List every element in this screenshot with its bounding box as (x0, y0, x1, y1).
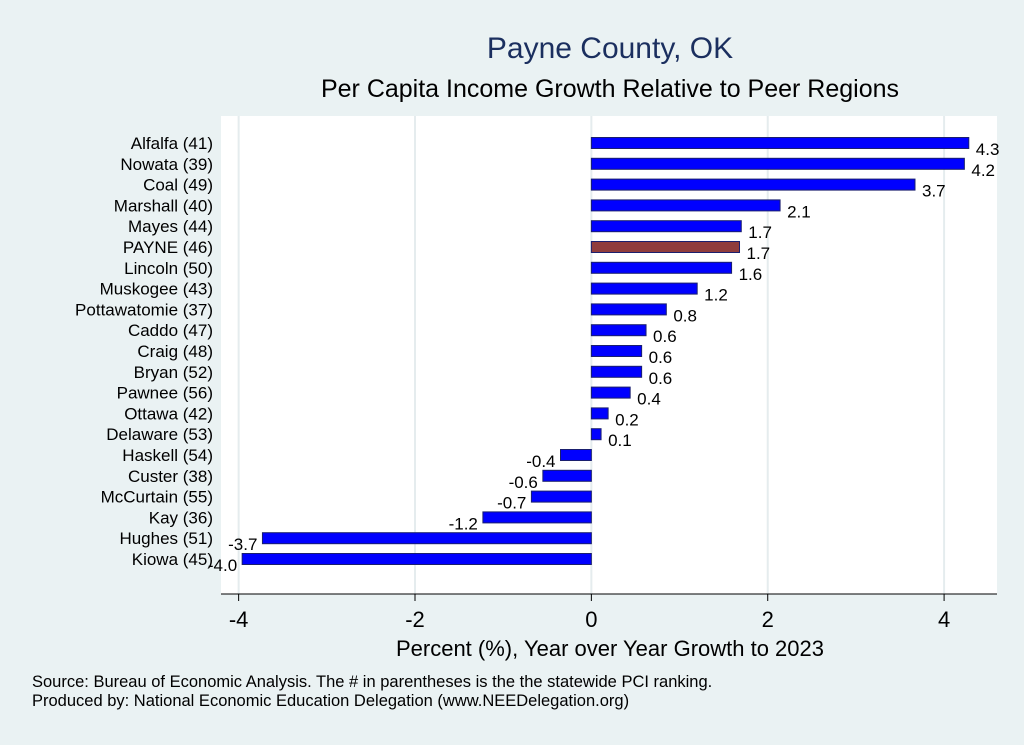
bar (590, 303, 667, 316)
value-label: 1.6 (739, 265, 763, 284)
category-label: Haskell (54) (122, 446, 213, 465)
bar (590, 386, 631, 399)
bar (590, 407, 609, 420)
value-labels: 4.34.23.72.11.71.71.61.20.80.60.60.60.40… (208, 140, 1000, 575)
bar (590, 178, 916, 191)
category-label: Lincoln (50) (124, 259, 213, 278)
category-label: Custer (38) (128, 467, 213, 486)
value-label: 1.2 (704, 286, 728, 305)
category-label: Ottawa (42) (124, 404, 213, 423)
bar (530, 490, 592, 503)
bar (590, 137, 970, 149)
value-label: 0.6 (649, 369, 673, 388)
producer-note: Produced by: National Economic Education… (32, 692, 630, 710)
chart-subtitle: Per Capita Income Growth Relative to Pee… (321, 75, 899, 103)
category-label: Delaware (53) (106, 425, 213, 444)
bar (590, 282, 698, 295)
bar (482, 511, 592, 524)
category-label: McCurtain (55) (101, 488, 213, 507)
value-label: 4.3 (976, 140, 1000, 159)
category-label: Mayes (44) (128, 217, 213, 236)
category-label: Kay (36) (149, 508, 213, 527)
bar (590, 345, 643, 357)
bar (590, 365, 643, 378)
bar (560, 449, 592, 461)
x-tick-label: 2 (762, 607, 774, 632)
chart-title: Payne County, OK (487, 32, 733, 65)
value-label: 1.7 (747, 244, 771, 263)
x-tick-label: -4 (229, 607, 249, 632)
value-label: -0.6 (509, 473, 538, 492)
bar (590, 241, 741, 253)
value-label: -1.2 (449, 514, 478, 533)
category-label: Bryan (52) (134, 363, 213, 382)
category-label: Pawnee (56) (117, 384, 213, 403)
category-label: Kiowa (45) (132, 550, 213, 569)
category-labels: Alfalfa (41) Nowata (39) Coal (49)Marshall… (75, 134, 213, 569)
category-label: Caddo (47) (128, 321, 213, 340)
value-label: -0.7 (497, 494, 526, 513)
bar (590, 199, 781, 212)
bar (590, 324, 647, 337)
value-label: 0.6 (649, 348, 673, 367)
category-label: Nowata (39) (120, 155, 213, 174)
category-label: Coal (49) (143, 176, 213, 195)
value-label: 0.4 (637, 390, 661, 409)
x-tick-label: -2 (405, 607, 425, 632)
value-label: 3.7 (922, 182, 946, 201)
x-tick-label: 0 (585, 607, 597, 632)
bar (261, 532, 592, 545)
bar (542, 469, 592, 482)
source-note: Source: Bureau of Economic Analysis. The… (32, 673, 713, 691)
value-label: -3.7 (228, 535, 257, 554)
bar (590, 261, 733, 274)
value-label: 0.1 (608, 431, 632, 450)
bar (590, 428, 602, 441)
category-label: Hughes (51) (119, 529, 213, 548)
bar (590, 157, 965, 170)
category-label: Pottawatomie (37) (75, 300, 213, 319)
bar (590, 220, 742, 233)
category-label: Craig (48) (137, 342, 213, 361)
category-label: Marshall (40) (114, 196, 213, 215)
value-label: 0.2 (615, 410, 639, 429)
value-label: 4.2 (971, 161, 995, 180)
value-label: -4.0 (208, 556, 237, 575)
value-label: -0.4 (526, 452, 555, 471)
x-tick-label: 4 (938, 607, 950, 632)
value-label: 0.8 (673, 306, 697, 325)
value-label: 1.7 (748, 223, 772, 242)
bar (241, 553, 592, 565)
category-label: Muskogee (43) (100, 280, 213, 299)
value-label: 2.1 (787, 202, 811, 221)
x-axis: -4 -2 0 2 4 (221, 593, 997, 632)
x-axis-title: Percent (%), Year over Year Growth to 20… (396, 636, 824, 661)
category-label: PAYNE (46) (123, 238, 213, 257)
value-label: 0.6 (653, 327, 677, 346)
bars (241, 137, 970, 565)
category-label: Alfalfa (41) (131, 134, 213, 153)
